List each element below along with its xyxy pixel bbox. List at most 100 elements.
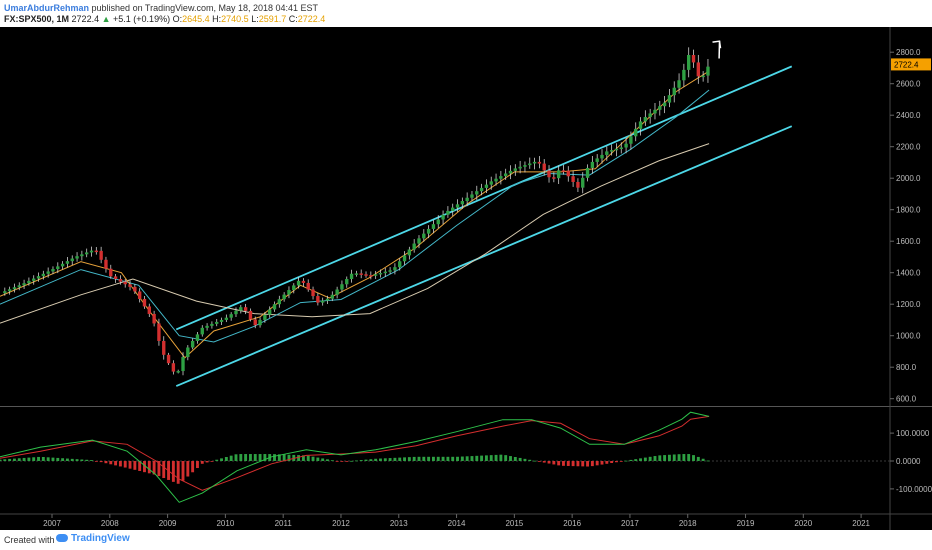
candle-body bbox=[109, 268, 113, 277]
candle-body bbox=[301, 280, 306, 283]
macd-histogram-bar bbox=[562, 461, 565, 466]
candle-body bbox=[292, 285, 296, 291]
candle-body bbox=[32, 278, 36, 281]
candle-body bbox=[340, 284, 344, 290]
candle-body bbox=[316, 296, 320, 303]
author-link[interactable]: UmarAbdurRehman bbox=[4, 3, 90, 13]
candle-body bbox=[94, 250, 99, 253]
price-tick-label: 600.0 bbox=[896, 395, 917, 404]
published-text: published on TradingView.com, May 18, 20… bbox=[91, 3, 319, 13]
macd-histogram-bar bbox=[350, 460, 354, 462]
candle-body bbox=[585, 167, 590, 178]
close-value: 2722.4 bbox=[297, 14, 326, 24]
macd-histogram-bar bbox=[354, 460, 358, 462]
macd-histogram-bar bbox=[615, 461, 618, 463]
macd-histogram-bar bbox=[537, 461, 541, 462]
macd-histogram-bar bbox=[480, 455, 484, 461]
macd-histogram-bar bbox=[263, 454, 267, 461]
macd-histogram-bar bbox=[196, 461, 199, 469]
macd-histogram-bar bbox=[46, 457, 50, 461]
candle-body bbox=[687, 55, 691, 70]
candle-body bbox=[706, 66, 710, 76]
high-value: 2740.5 bbox=[221, 14, 249, 24]
candle-body bbox=[499, 176, 503, 179]
candle-body bbox=[51, 269, 55, 272]
macd-histogram-bar bbox=[162, 461, 166, 479]
candle-body bbox=[123, 281, 127, 285]
macd-histogram-bar bbox=[80, 459, 84, 461]
chart-background bbox=[0, 27, 932, 530]
macd-histogram-bar bbox=[634, 459, 638, 461]
candle-body bbox=[614, 148, 619, 151]
macd-histogram-bar bbox=[330, 460, 334, 462]
macd-tick-label: 100.0000 bbox=[896, 429, 930, 438]
candle-body bbox=[195, 334, 200, 341]
macd-histogram-bar bbox=[412, 456, 416, 461]
candle-body bbox=[133, 286, 137, 292]
candle-body bbox=[85, 252, 89, 255]
candle-body bbox=[118, 279, 123, 282]
macd-histogram-bar bbox=[244, 454, 248, 461]
publish-line: UmarAbdurRehman published on TradingView… bbox=[4, 3, 318, 13]
last-price-tag bbox=[891, 58, 931, 71]
candle-body bbox=[489, 181, 493, 185]
candle-body bbox=[422, 233, 426, 239]
macd-histogram-bar bbox=[403, 457, 406, 461]
candle-body bbox=[239, 307, 243, 311]
macd-histogram-bar bbox=[484, 455, 488, 461]
macd-histogram-bar bbox=[489, 455, 493, 461]
candle-body bbox=[205, 325, 209, 328]
candle-body bbox=[56, 266, 60, 270]
macd-histogram-bar bbox=[605, 461, 609, 464]
macd-histogram-bar bbox=[359, 460, 363, 461]
candle-body bbox=[643, 117, 648, 122]
macd-histogram-bar bbox=[316, 457, 320, 461]
candle-body bbox=[648, 113, 652, 118]
candle-body bbox=[253, 319, 257, 326]
macd-histogram-bar bbox=[41, 457, 45, 461]
symbol-label[interactable]: FX:SPX500, 1M bbox=[4, 14, 70, 24]
macd-histogram-bar bbox=[56, 457, 60, 461]
trend-channel[interactable] bbox=[175, 40, 793, 387]
candle-body bbox=[451, 207, 455, 211]
time-tick-label: 2015 bbox=[505, 519, 523, 528]
macd-histogram-bar bbox=[706, 460, 710, 462]
cloud-icon bbox=[56, 534, 68, 543]
candle-body bbox=[412, 243, 416, 250]
candle-body bbox=[320, 300, 325, 303]
candle-body bbox=[566, 170, 570, 177]
price-tick-label: 2000.0 bbox=[896, 174, 921, 183]
price-tick-label: 1600.0 bbox=[896, 237, 921, 246]
time-tick-label: 2017 bbox=[621, 519, 639, 528]
last-price: 2722.4 bbox=[71, 14, 100, 24]
price-chart[interactable]: 600.0 800.0 1000.0 1200.0 1400.0 1600.0 1800.0… bbox=[0, 27, 932, 530]
candle-body bbox=[426, 228, 431, 234]
candle-body bbox=[518, 166, 522, 169]
macd-histogram-bar bbox=[547, 461, 551, 464]
macd-histogram-bar bbox=[128, 461, 132, 469]
candle-body bbox=[634, 128, 638, 137]
macd-histogram-bar bbox=[658, 455, 662, 461]
tradingview-logo[interactable]: TradingView bbox=[56, 533, 130, 544]
macd-histogram-bar bbox=[393, 457, 397, 461]
price-tick-label: 1800.0 bbox=[896, 206, 921, 215]
candle-body bbox=[600, 154, 604, 159]
candle-body bbox=[672, 87, 676, 96]
macd-histogram-bar bbox=[629, 459, 633, 461]
symbol-line: FX:SPX500, 1M 2722.4 ▲ +5.1 (+0.19%) O:2… bbox=[4, 14, 325, 24]
macd-histogram-bar bbox=[494, 454, 498, 461]
macd-histogram-bar bbox=[407, 457, 411, 461]
macd-histogram-bar bbox=[643, 457, 647, 461]
macd-histogram-bar bbox=[287, 454, 291, 461]
macd-histogram-bar bbox=[460, 456, 464, 461]
macd-histogram-bar bbox=[417, 456, 421, 461]
macd-histogram-bar bbox=[8, 458, 12, 461]
candle-body bbox=[12, 287, 17, 290]
macd-histogram-bar bbox=[518, 457, 522, 461]
macd-tick-label: -100.0000 bbox=[896, 485, 932, 494]
candle-body bbox=[696, 62, 701, 77]
candle-body bbox=[268, 309, 272, 315]
candle-body bbox=[224, 317, 229, 320]
candle-body bbox=[658, 106, 662, 110]
macd-histogram-bar bbox=[220, 458, 223, 461]
